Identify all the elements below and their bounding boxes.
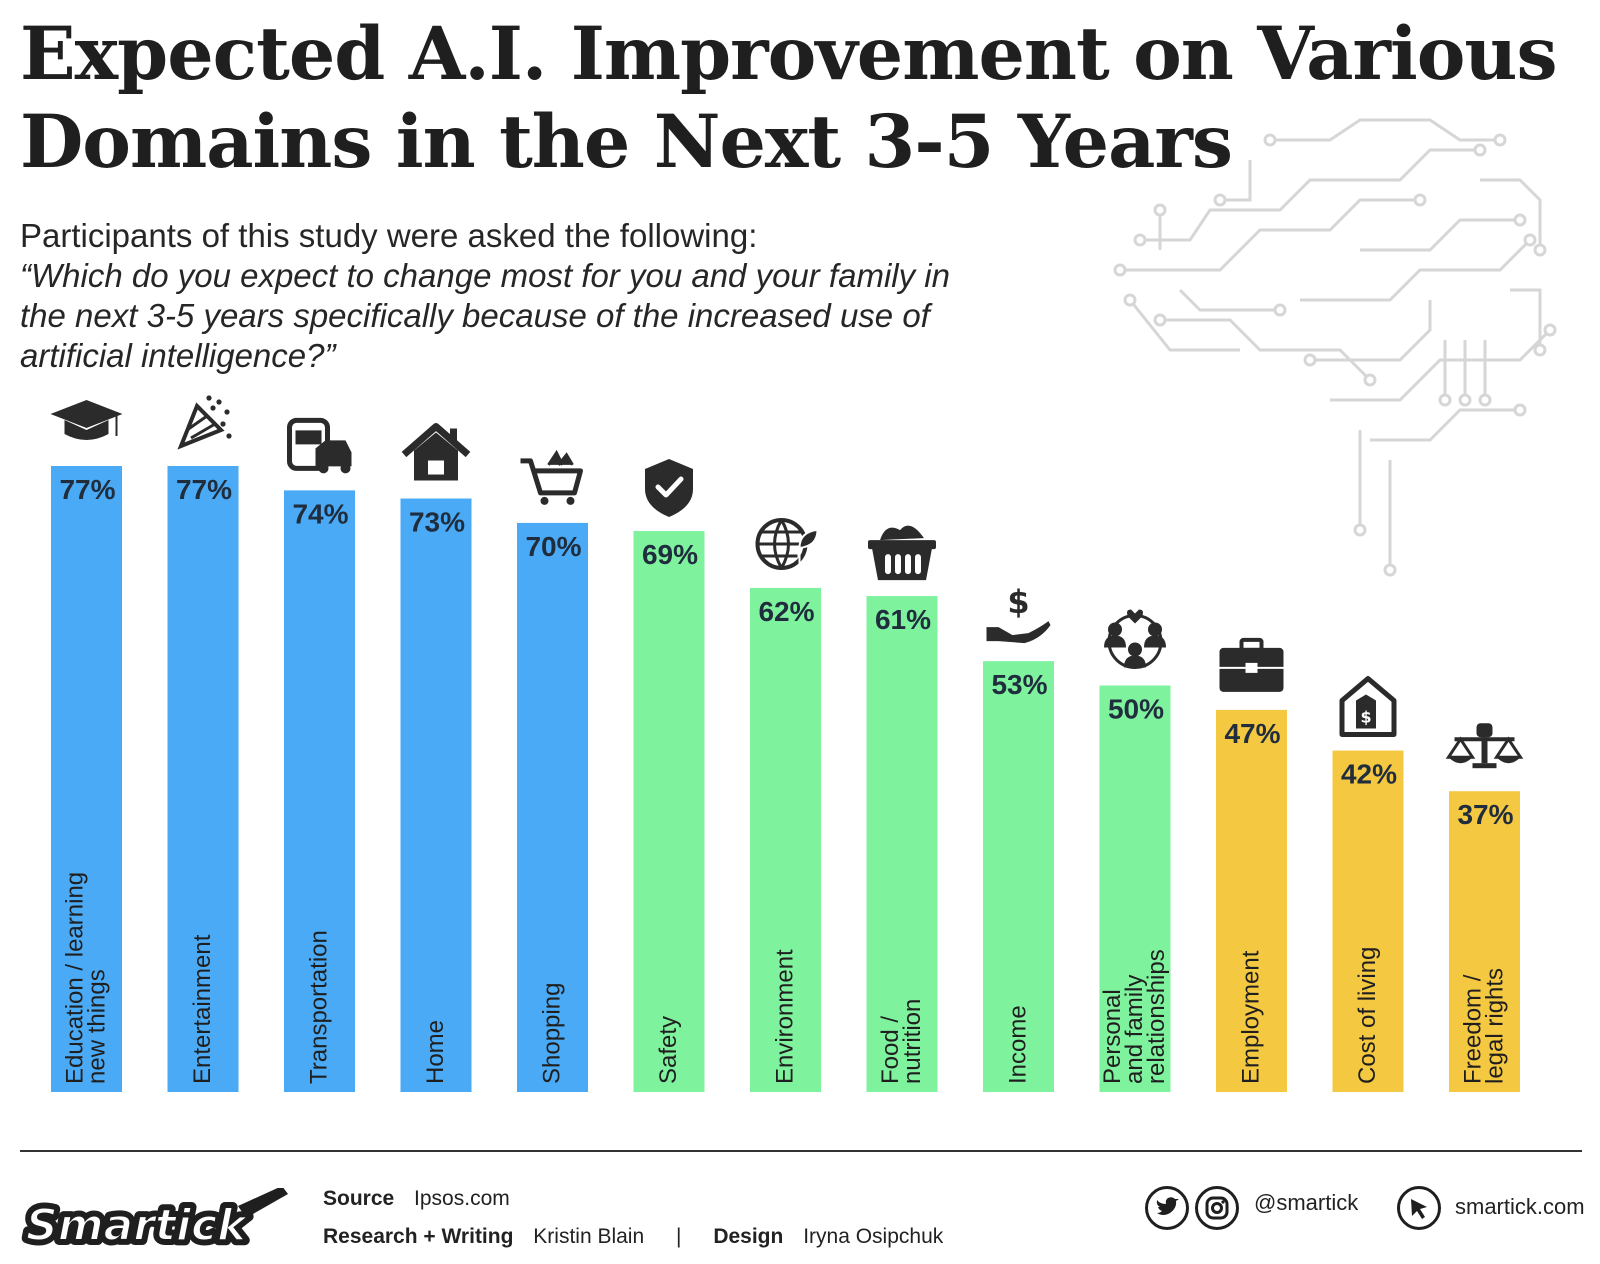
value-label: 62% [758,596,814,627]
shield-check-icon [645,459,693,518]
bar [983,661,1054,1092]
house-icon [401,423,471,481]
bar [1449,791,1520,1092]
category-label: Environment [772,949,799,1084]
intro-question: “Which do you expect to change most for … [20,257,950,374]
bar [750,587,821,1092]
twitter-icon[interactable] [1145,1186,1189,1230]
svg-text:$: $ [1007,583,1029,621]
category-label: Personaland familyrelationships [1099,949,1170,1084]
hand-dollar-icon: $ [986,583,1051,644]
category-label: Education / learningnew things [62,872,111,1084]
value-label: 69% [642,539,698,570]
logo-text: Smartick [26,1200,249,1251]
value-label: 50% [1108,694,1164,725]
scales-fist-icon [1445,723,1524,769]
brain-circuit-decoration [1113,118,1557,577]
bar [517,522,588,1092]
bar [167,465,239,1092]
smartick-logo: Smartick Smartick [21,1188,288,1256]
bar-chart: 77% Education / learningnew things 77% Ente… [50,395,1524,1092]
value-label: 73% [409,507,465,538]
website-link[interactable]: smartick.com [1455,1194,1585,1219]
category-label: Home [422,1020,449,1084]
value-label: 77% [176,474,232,505]
footer: Smartick Smartick Source Ipsos.com Resea… [0,1158,1600,1264]
briefcase-icon [1219,637,1284,692]
bus-car-icon [287,417,352,474]
bar [1332,750,1404,1092]
value-label: 61% [875,604,931,635]
credits-separator: | [676,1225,682,1248]
design-value: Iryna Osipchuk [803,1225,944,1248]
category-label: Entertainment [189,934,216,1084]
footer-divider [20,1150,1582,1152]
bar [633,531,705,1092]
value-label: 77% [59,474,115,505]
instagram-icon[interactable] [1195,1186,1239,1230]
svg-text:$: $ [1360,708,1371,727]
research-label: Research + Writing [323,1225,514,1248]
bar [284,490,355,1092]
category-label: Employment [1238,950,1265,1084]
value-label: 70% [525,531,581,562]
bar [400,498,472,1092]
category-label: Transportation [306,930,333,1084]
value-label: 37% [1457,799,1513,830]
bar [866,596,938,1092]
value-label: 53% [991,669,1047,700]
source-value: Ipsos.com [414,1187,510,1210]
cursor-icon[interactable] [1397,1186,1441,1230]
category-label: Income [1005,1005,1032,1084]
value-label: 74% [292,498,348,529]
category-label: Shopping [539,983,566,1084]
shopping-cart-icon [520,449,583,505]
research-value: Kristin Blain [533,1225,645,1248]
food-basket-icon [868,525,936,581]
intro-text: Participants of this study were asked th… [20,216,950,376]
source-label: Source [323,1187,395,1210]
family-heart-icon [1104,609,1166,669]
page-title: Expected A.I. Improvement on Various Dom… [20,11,1558,185]
credits: Source Ipsos.com Research + Writing Kris… [323,1180,943,1256]
party-popper-icon [177,395,232,450]
value-label: 47% [1224,718,1280,749]
category-label: Food /nutrition [877,999,926,1084]
category-label: Freedom /legal rights [1460,968,1509,1084]
globe-leaf-icon [755,517,819,570]
logo-check-mark [238,1188,288,1218]
category-label: Safety [655,1016,682,1084]
design-label: Design [713,1225,784,1248]
bar [1099,685,1171,1092]
logo-outline: Smartick [26,1200,249,1251]
intro-lead: Participants of this study were asked th… [20,217,758,254]
social-handle[interactable]: @smartick [1254,1190,1359,1215]
bar [1216,709,1287,1092]
category-label: Cost of living [1354,947,1381,1084]
bar [51,465,122,1092]
house-price-tag-icon: $ [1339,676,1397,738]
value-label: 42% [1341,759,1397,790]
graduation-cap-icon [50,399,123,440]
